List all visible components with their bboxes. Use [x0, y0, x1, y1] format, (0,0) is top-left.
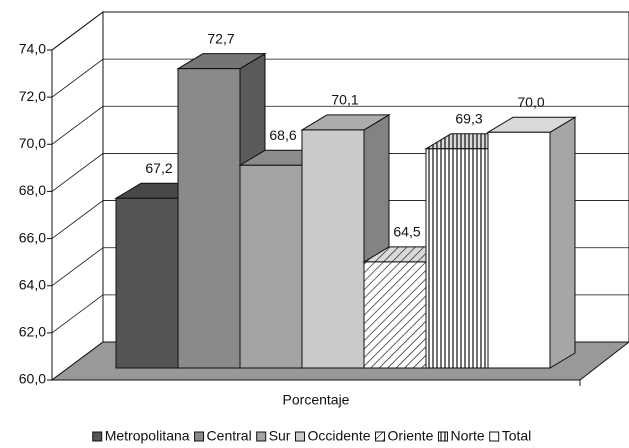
- bar: [177, 68, 241, 369]
- legend-label: Total: [502, 428, 532, 444]
- legend-label: Norte: [450, 428, 484, 444]
- bar: [301, 129, 365, 369]
- legend-label: Oriente: [388, 428, 434, 444]
- legend-label: Occidente: [307, 428, 370, 444]
- bar: [115, 197, 179, 369]
- bar: [425, 148, 489, 369]
- y-tick-label: 70,0: [19, 135, 46, 151]
- value-label: 64,5: [393, 224, 420, 240]
- value-label: 69,3: [455, 110, 482, 126]
- y-tick-label: 66,0: [19, 229, 46, 245]
- bar: [363, 261, 427, 369]
- y-tick-label: 68,0: [19, 182, 46, 198]
- legend-swatch: [437, 431, 448, 442]
- value-label: 68,6: [269, 127, 296, 143]
- y-tick-label: 72,0: [19, 88, 46, 104]
- grid-line: [51, 11, 629, 51]
- side-wall: [51, 11, 104, 381]
- y-tick-label: 64,0: [19, 276, 46, 292]
- value-label: 67,2: [145, 160, 172, 176]
- y-tick-label: 74,0: [19, 41, 46, 57]
- legend-swatch: [256, 431, 267, 442]
- legend-label: Metropolitana: [105, 428, 190, 444]
- x-category-label: Porcentaje: [283, 392, 350, 408]
- legend-swatch: [294, 431, 305, 442]
- legend-label: Central: [207, 428, 252, 444]
- legend-swatch: [92, 431, 103, 442]
- legend-swatch: [194, 431, 205, 442]
- bar-top-shade: [302, 114, 389, 130]
- y-tick-label: 62,0: [19, 324, 46, 340]
- value-label: 70,0: [517, 94, 544, 110]
- bar: [487, 131, 551, 369]
- bar-top-shade: [178, 53, 265, 69]
- legend-label: Sur: [269, 428, 291, 444]
- value-label: 72,7: [207, 30, 234, 46]
- legend-swatch: [489, 431, 500, 442]
- bar-top-shade: [488, 117, 575, 133]
- value-label: 70,1: [331, 92, 358, 108]
- y-tick-label: 60,0: [19, 371, 46, 387]
- bar-side-shade: [550, 117, 575, 369]
- bar: [239, 164, 303, 369]
- legend-swatch: [375, 431, 386, 442]
- bars: 67,2 72,7 68,6 70,1 64,5 69,3 70,0: [114, 30, 577, 369]
- grid-line: [51, 58, 629, 98]
- grid-line: [51, 105, 629, 145]
- legend: Metropolitana Central Sur Occidente Oriente N…: [92, 428, 532, 444]
